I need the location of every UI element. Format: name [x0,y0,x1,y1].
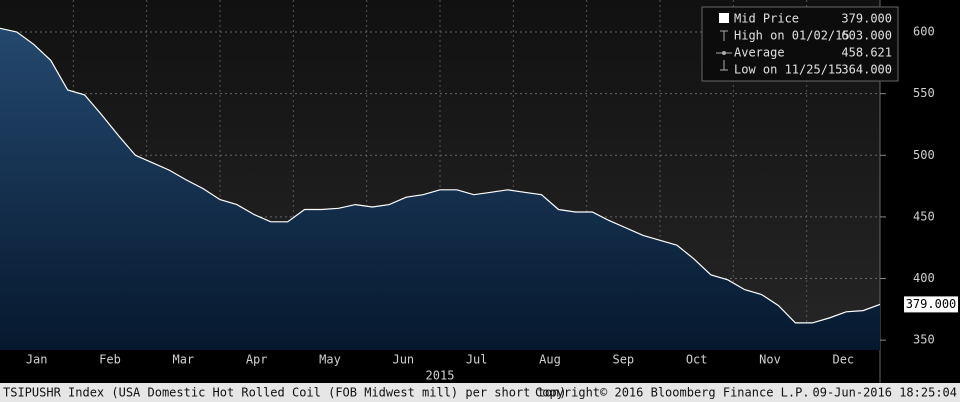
y-tick-label: 450 [913,209,935,223]
line [0,27,881,324]
y-tick-label: 600 [913,25,935,39]
y-tick-label: 550 [913,86,935,100]
x-axis-label: 2015 [426,369,455,383]
y-tick-label: 500 [913,148,935,162]
x-tick-label: Apr [246,353,268,367]
last-value-tag-bg [904,296,958,313]
legend-icon [722,51,726,55]
footer-center: Copyright© 2016 Bloomberg Finance L.P. [535,386,810,400]
footer-bg [0,383,960,402]
last-value-tag: 379.000 [906,297,957,311]
x-tick-label: Dec [832,353,854,367]
legend-value: 458.621 [841,46,892,60]
x-tick-label: Sep [612,353,634,367]
footer-right: 09-Jun-2016 18:25:04 [813,386,958,400]
legend-value: 603.000 [841,29,892,43]
y-tick-label: 400 [913,271,935,285]
x-tick-label: Mar [172,353,194,367]
legend-label: Low on 11/25/15 [734,63,842,77]
legend-label: Average [734,46,785,60]
x-tick-label: Jul [466,353,488,367]
legend-label: Mid Price [734,12,799,26]
legend-value: 379.000 [841,12,892,26]
x-tick-label: Jun [392,353,414,367]
legend-label: High on 01/02/15 [734,29,850,43]
x-tick-label: Feb [99,353,121,367]
area [0,28,880,351]
x-tick-label: May [319,353,341,367]
x-tick-label: Oct [686,353,708,367]
x-tick-label: Aug [539,353,561,367]
y-tick-label: 350 [913,333,935,347]
legend-value: 364.000 [841,63,892,77]
x-tick-label: Jan [26,353,48,367]
legend-box [701,6,899,82]
legend-swatch [719,13,729,23]
footer-left: TSIPUSHR Index (USA Domestic Hot Rolled … [3,386,567,400]
x-tick-label: Nov [759,353,781,367]
